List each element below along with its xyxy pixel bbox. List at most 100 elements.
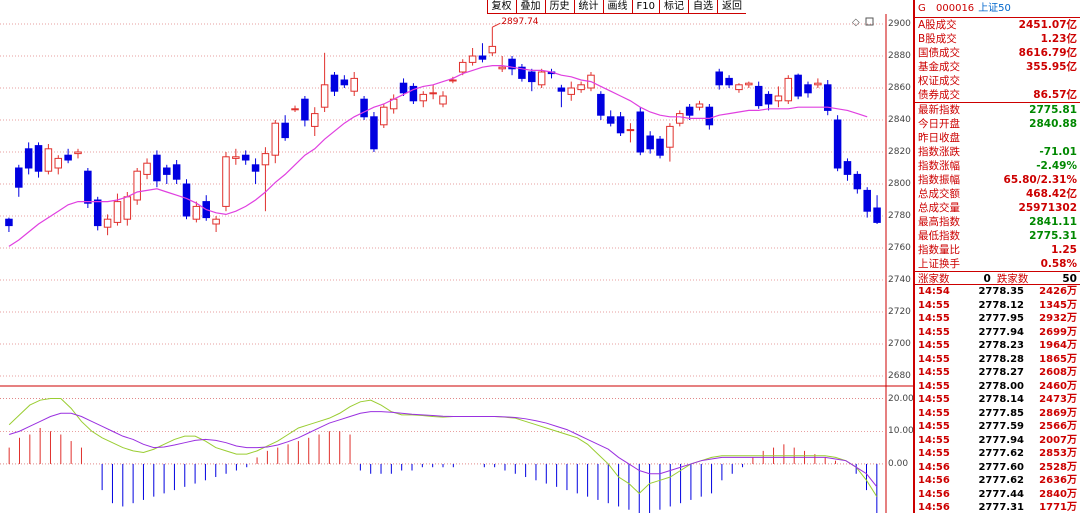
toolbar-button-8[interactable]: 返回 bbox=[717, 0, 746, 13]
stat-value: -71.01 bbox=[1039, 146, 1077, 158]
toolbar-button-0[interactable]: 复权 bbox=[486, 0, 516, 13]
tick-time: 14:55 bbox=[918, 367, 950, 378]
candle-body bbox=[853, 173, 862, 190]
tick-row: 14:56 2777.31 1771万 bbox=[915, 501, 1080, 513]
toolbar-button-1[interactable]: 叠加 bbox=[515, 0, 545, 13]
y-tick-label: 2740 bbox=[888, 275, 911, 285]
tick-price: 2778.14 bbox=[978, 394, 1024, 405]
tick-volume: 1865万 bbox=[1039, 353, 1077, 365]
tick-volume: 2528万 bbox=[1039, 461, 1077, 473]
candle-body bbox=[676, 113, 684, 124]
tick-price: 2777.62 bbox=[978, 448, 1024, 459]
stat-value: 86.57亿 bbox=[1033, 89, 1077, 101]
stat-value: 355.95亿 bbox=[1025, 61, 1077, 73]
candle-body bbox=[251, 164, 260, 172]
tick-time: 14:56 bbox=[918, 475, 950, 486]
tick-time: 14:56 bbox=[918, 461, 950, 473]
tick-row: 14:55 2777.62 2853万 bbox=[915, 447, 1080, 461]
candle-body bbox=[567, 87, 576, 95]
y-tick-label: 2840 bbox=[888, 115, 911, 125]
tick-volume: 2460万 bbox=[1039, 380, 1077, 392]
tick-price: 2777.44 bbox=[978, 488, 1024, 500]
tick-price: 2777.31 bbox=[978, 502, 1024, 513]
toolbar-button-5[interactable]: F10 bbox=[631, 0, 659, 13]
candle-body bbox=[754, 85, 763, 107]
tick-row: 14:56 2777.60 2528万 bbox=[915, 461, 1080, 475]
stat-value: 65.80/2.31% bbox=[1003, 174, 1077, 186]
y-tick-label: 2820 bbox=[888, 147, 911, 157]
stat-row: 昨日收盘 bbox=[915, 131, 1080, 145]
toolbar-button-2[interactable]: 历史 bbox=[544, 0, 574, 13]
macd-tick-label: 20.00 bbox=[888, 393, 914, 404]
candle-body bbox=[281, 122, 289, 139]
toolbar-button-3[interactable]: 统计 bbox=[573, 0, 603, 13]
chart-area[interactable]: ◇ 复权 叠加 历史 统计 画线 F10 标记 自选 返回 2897.74 2900 2880 28… bbox=[0, 0, 914, 513]
candle-body bbox=[833, 119, 842, 169]
tick-time: 14:55 bbox=[918, 407, 950, 419]
candle-body bbox=[291, 108, 299, 111]
tick-time: 14:54 bbox=[918, 286, 950, 297]
candle-body bbox=[64, 154, 72, 161]
stat-value: 468.42亿 bbox=[1025, 188, 1077, 200]
high-price-annotation: 2897.74 bbox=[501, 17, 539, 28]
stat-row: 指数量比 1.25 bbox=[915, 243, 1080, 257]
up-count-label: 涨家数 bbox=[918, 273, 950, 285]
candle-body bbox=[557, 87, 566, 92]
tick-list[interactable]: 14:54 2778.35 2426万 14:55 2778.12 1345万 14:55 2… bbox=[915, 285, 1080, 513]
candle-body bbox=[261, 153, 270, 166]
stat-label: 总成交量 bbox=[918, 202, 960, 214]
stat-label: 指数量比 bbox=[918, 244, 960, 256]
candle-body bbox=[24, 148, 33, 169]
candle-body bbox=[814, 82, 822, 86]
candle-body bbox=[163, 167, 171, 175]
candle-body bbox=[15, 167, 23, 188]
candle-body bbox=[863, 189, 871, 212]
stat-row: 基金成交 355.95亿 bbox=[915, 60, 1080, 74]
down-count: 50 bbox=[1062, 273, 1077, 285]
index-name: 上证50 bbox=[978, 3, 1011, 14]
candle-body bbox=[616, 116, 625, 134]
candle-body bbox=[666, 125, 674, 148]
tick-time: 14:55 bbox=[918, 313, 950, 324]
candle-body bbox=[784, 77, 793, 102]
candle-body bbox=[843, 161, 852, 175]
stat-value: 8616.79亿 bbox=[1018, 47, 1077, 59]
quote-panel: G 000016 上证50 A股成交 2451.07亿 B股成交 1.23亿 国债成交 8… bbox=[913, 0, 1080, 513]
candle-body bbox=[468, 55, 477, 63]
tick-time: 14:55 bbox=[918, 421, 950, 432]
stat-label: 债券成交 bbox=[918, 89, 960, 101]
tick-row: 14:55 2778.27 2608万 bbox=[915, 366, 1080, 380]
toolbar-button-6[interactable]: 标记 bbox=[659, 0, 688, 13]
tick-price: 2777.94 bbox=[978, 434, 1024, 446]
stat-label: 上证换手 bbox=[918, 258, 960, 270]
toolbar: 复权 叠加 历史 统计 画线 F10 标记 自选 返回 bbox=[486, 0, 746, 14]
stat-row: 权证成交 bbox=[915, 74, 1080, 88]
candle-body bbox=[350, 77, 358, 92]
candle-body bbox=[84, 170, 92, 204]
stat-label: 最高指数 bbox=[918, 216, 960, 228]
candle-body bbox=[636, 111, 645, 153]
tick-volume: 1771万 bbox=[1039, 502, 1077, 513]
stat-value: 0.58% bbox=[1040, 258, 1077, 270]
stat-row: 债券成交 86.57亿 bbox=[915, 88, 1080, 102]
candle-body bbox=[429, 92, 437, 95]
toolbar-button-7[interactable]: 自选 bbox=[688, 0, 717, 13]
candle-body bbox=[172, 164, 181, 180]
candle-body bbox=[745, 82, 753, 86]
stat-row: 上证换手 0.58% bbox=[915, 257, 1080, 271]
tick-volume: 2473万 bbox=[1039, 394, 1077, 405]
tick-price: 2777.94 bbox=[978, 326, 1024, 338]
stat-row: 最低指数 2775.31 bbox=[915, 229, 1080, 243]
candle-body bbox=[44, 148, 53, 172]
index-stats: 最新指数 2775.81 今日开盘 2840.88 昨日收盘 指数涨跌 -71.01 指数涨幅… bbox=[915, 102, 1080, 271]
kline-chart[interactable]: ◇ bbox=[0, 0, 913, 513]
macd-tick-label: 0.00 bbox=[888, 458, 909, 469]
candle-body bbox=[54, 157, 63, 169]
candle-body bbox=[5, 218, 13, 227]
toolbar-button-4[interactable]: 画线 bbox=[602, 0, 632, 13]
y-tick-label: 2720 bbox=[888, 307, 911, 317]
tick-price: 2778.23 bbox=[978, 340, 1024, 351]
stat-label: 总成交额 bbox=[918, 188, 960, 200]
diamond-icon: ◇ bbox=[852, 17, 860, 28]
candle-body bbox=[705, 106, 714, 126]
